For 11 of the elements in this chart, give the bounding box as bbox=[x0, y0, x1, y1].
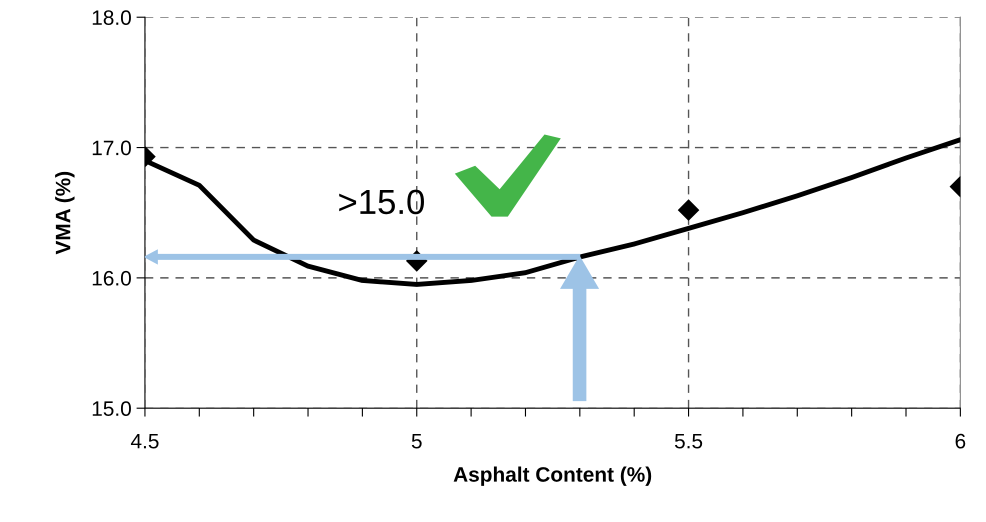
y-tick-label: 16.0 bbox=[92, 270, 131, 286]
y-tick-label: 15.0 bbox=[92, 401, 131, 416]
y-tick-label: 17.0 bbox=[92, 140, 131, 156]
annotation: >15.0 bbox=[339, 190, 424, 214]
x-tick-label: 5 bbox=[412, 434, 422, 449]
y-axis-title: VMA (%) bbox=[55, 172, 75, 254]
y-tick-label: 18.0 bbox=[92, 10, 131, 25]
x-axis-title: Asphalt Content (%) bbox=[454, 466, 652, 486]
x-tick-label: 5.5 bbox=[674, 434, 702, 449]
x-tick-label: 4.5 bbox=[130, 434, 159, 449]
x-tick-label: 6 bbox=[956, 434, 966, 449]
